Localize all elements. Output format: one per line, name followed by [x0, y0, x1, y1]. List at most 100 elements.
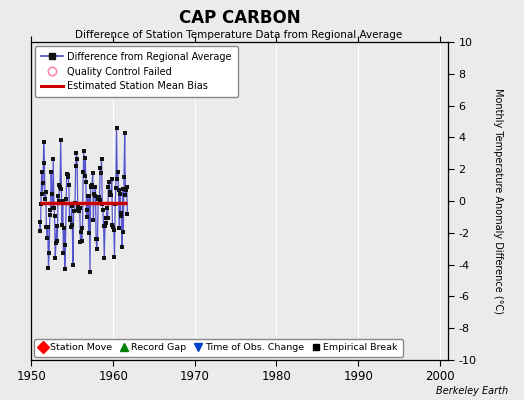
Point [102, 220, 110, 226]
Point [72, 150, 81, 157]
Point [104, 184, 113, 190]
Point [43, 234, 51, 241]
Point [50, 205, 58, 211]
Point [121, 192, 129, 198]
Point [55, 182, 63, 188]
Point [46, 212, 54, 218]
Point [110, 254, 118, 260]
Point [120, 174, 128, 180]
Point [47, 169, 56, 175]
Point [114, 169, 122, 176]
Point [81, 155, 90, 161]
Point [92, 236, 100, 242]
Point [61, 266, 69, 272]
Point [44, 264, 52, 271]
Point [113, 176, 122, 182]
Point [38, 191, 47, 197]
Point [96, 165, 104, 171]
Point [107, 192, 115, 198]
Point [100, 255, 108, 262]
Point [101, 223, 109, 229]
Point [93, 235, 102, 242]
Point [80, 173, 89, 180]
Point [97, 155, 106, 162]
Point [122, 187, 130, 194]
Point [66, 215, 74, 222]
Point [45, 250, 53, 256]
Point [114, 186, 123, 193]
Point [99, 207, 107, 213]
Point [119, 229, 127, 236]
Point [74, 206, 83, 213]
Point [82, 178, 90, 185]
Point [98, 200, 106, 207]
Point [54, 192, 62, 199]
Point [36, 228, 45, 234]
Point [62, 196, 70, 202]
Point [73, 156, 81, 162]
Point [102, 214, 111, 221]
Point [57, 137, 65, 144]
Point [71, 200, 79, 206]
Point [79, 169, 88, 176]
Point [116, 210, 125, 216]
Point [39, 139, 48, 145]
Point [67, 224, 75, 230]
Point [87, 184, 95, 190]
Point [77, 229, 85, 235]
Point [90, 190, 99, 197]
Point [75, 208, 83, 214]
Point [103, 215, 112, 222]
Point [84, 193, 92, 200]
Point [109, 224, 117, 230]
Legend: Station Move, Record Gap, Time of Obs. Change, Empirical Break: Station Move, Record Gap, Time of Obs. C… [34, 339, 402, 357]
Point [63, 172, 72, 178]
Point [93, 246, 101, 252]
Point [75, 205, 84, 211]
Point [59, 198, 67, 204]
Point [57, 186, 66, 192]
Text: Berkeley Earth: Berkeley Earth [436, 386, 508, 396]
Point [36, 218, 44, 225]
Point [73, 203, 82, 210]
Point [46, 207, 54, 213]
Point [110, 226, 118, 233]
Point [84, 230, 93, 236]
Point [71, 163, 80, 169]
Point [111, 201, 119, 207]
Point [108, 221, 117, 228]
Point [39, 180, 47, 187]
Point [86, 183, 95, 190]
Text: Difference of Station Temperature Data from Regional Average: Difference of Station Temperature Data f… [75, 30, 402, 40]
Point [41, 189, 50, 195]
Point [58, 222, 66, 228]
Point [77, 239, 85, 245]
Point [41, 196, 49, 202]
Y-axis label: Monthly Temperature Anomaly Difference (°C): Monthly Temperature Anomaly Difference (… [493, 88, 503, 314]
Point [112, 124, 121, 131]
Point [91, 193, 99, 199]
Point [42, 224, 51, 230]
Point [116, 191, 124, 197]
Point [51, 254, 59, 261]
Point [70, 208, 79, 214]
Point [54, 198, 63, 205]
Point [66, 216, 74, 223]
Point [63, 171, 71, 177]
Point [100, 222, 108, 229]
Point [118, 186, 127, 192]
Point [68, 203, 76, 210]
Point [52, 240, 60, 246]
Point [64, 174, 72, 180]
Point [103, 205, 111, 212]
Point [89, 216, 97, 223]
Point [78, 225, 86, 231]
Point [80, 147, 88, 154]
Point [89, 170, 97, 176]
Point [78, 237, 86, 244]
Point [37, 169, 46, 175]
Point [117, 212, 125, 219]
Point [50, 213, 59, 220]
Point [105, 192, 114, 198]
Point [83, 207, 92, 214]
